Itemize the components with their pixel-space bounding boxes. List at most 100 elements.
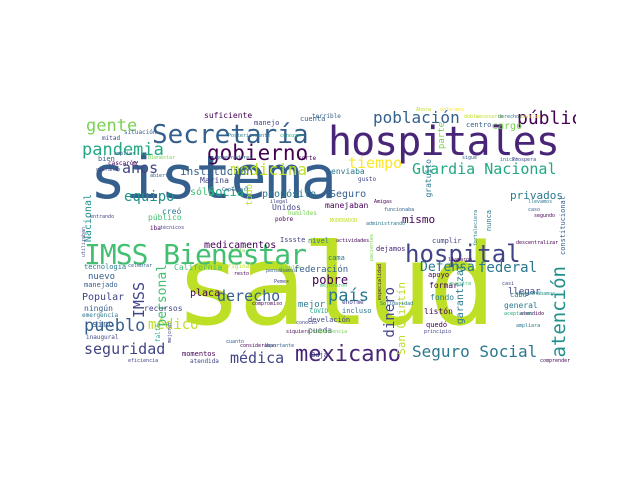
word-celebrar: celebrar bbox=[128, 263, 153, 269]
word-incluso: incluso bbox=[342, 307, 372, 315]
word-independencia: Independencia bbox=[308, 329, 348, 335]
word-manejado: manejado bbox=[84, 281, 118, 289]
word-constitucional: constitucional bbox=[559, 196, 567, 256]
word-consideraban: considerában bbox=[240, 343, 277, 349]
word-resto: resto bbox=[234, 271, 250, 277]
word-terrible: terrible bbox=[312, 113, 341, 120]
word-parte: parte bbox=[437, 122, 447, 150]
word-doble: doble bbox=[464, 114, 480, 120]
word-popular: Popular bbox=[82, 292, 125, 303]
word-nunca: nunca bbox=[485, 210, 493, 232]
word-caso: caso bbox=[528, 207, 541, 213]
word-nuevo: nuevo bbox=[88, 272, 116, 282]
word-mismo: mismo bbox=[402, 213, 436, 226]
word-corales: corales bbox=[520, 114, 542, 120]
word-conocio: conoció bbox=[296, 320, 318, 326]
word-mejorar: mejorar bbox=[167, 322, 173, 344]
word-falta: falta bbox=[230, 248, 246, 254]
word-inicio: inició bbox=[500, 157, 519, 163]
word-solo: sólo bbox=[190, 187, 215, 198]
word-eficiencia: eficiencia bbox=[128, 358, 159, 364]
word-momentos: momentos bbox=[182, 350, 216, 358]
word-formar: formar bbox=[429, 281, 458, 290]
word-gente: gente bbox=[86, 116, 138, 136]
word-tiempo: tiempo bbox=[348, 154, 403, 172]
word-moderador: MODERADOR bbox=[330, 218, 358, 224]
word-bienestar-small: Bienestar bbox=[148, 155, 176, 161]
word-situacion: situación bbox=[124, 129, 157, 136]
word-poblacion: población bbox=[373, 108, 460, 127]
word-comprender: comprender bbox=[540, 358, 571, 364]
word-cargo: cargo bbox=[492, 121, 523, 132]
word-medico: médico bbox=[148, 317, 199, 333]
word-derecho: derecho bbox=[217, 287, 281, 305]
word-enorme: enorme bbox=[342, 299, 364, 306]
word-prospera: Prospera bbox=[512, 157, 537, 163]
word-solidaridad: Solidaridad bbox=[380, 301, 414, 307]
word-descentralizar: descentralizar bbox=[516, 240, 559, 246]
word-gobernadores: gobernadores bbox=[216, 155, 253, 161]
word-publico: público bbox=[148, 213, 182, 222]
word-salud: salud bbox=[175, 221, 496, 351]
word-atencion: atención bbox=[548, 266, 570, 358]
word-cuanto: cuanto bbox=[226, 339, 245, 345]
word-general: general bbox=[504, 301, 538, 310]
word-mejor: mejor bbox=[298, 300, 326, 310]
word-proposito: propósito bbox=[262, 189, 317, 200]
word-imss-bienestar: IMSS Bienestar bbox=[84, 238, 307, 271]
word-cuenta: cuenta bbox=[300, 115, 326, 123]
word-cama: cama bbox=[328, 254, 345, 262]
word-seguridad: seguridad bbox=[84, 340, 166, 358]
word-pueda: pueda bbox=[308, 326, 333, 335]
word-social: Social bbox=[208, 185, 252, 199]
word-cascaron: cascarón bbox=[108, 160, 137, 167]
word-institucion: institución bbox=[180, 165, 253, 178]
word-mejoraron: mejoraron bbox=[320, 283, 348, 289]
word-unidos: Unidos bbox=[272, 203, 301, 212]
word-covid: COVID bbox=[310, 308, 329, 315]
word-publica: pública bbox=[517, 108, 576, 129]
word-pueblo: pueblo bbox=[84, 316, 146, 336]
word-centro: centro bbox=[466, 121, 492, 129]
word-ampliar: ampliar bbox=[114, 151, 136, 157]
word-baja: Baja bbox=[311, 351, 328, 359]
word-fortaleciera: fortaleciera bbox=[473, 210, 479, 247]
word-medica: médica bbox=[230, 349, 285, 367]
word-segundo: segundo bbox=[534, 213, 556, 219]
word-hospital: hospital bbox=[405, 240, 521, 268]
word-pobre-2: pobre bbox=[275, 216, 294, 223]
word-creo: creó bbox=[162, 207, 182, 216]
word-sino: sino bbox=[92, 320, 114, 330]
word-quedo: quedó bbox=[426, 321, 448, 329]
word-california: California bbox=[174, 263, 223, 272]
word-enviaba: enviaba bbox=[331, 167, 365, 176]
word-llegar: llegar bbox=[508, 287, 541, 297]
word-liston: listón bbox=[424, 307, 453, 316]
word-todo: todo bbox=[245, 184, 255, 206]
word-cloud: sistema salud hospitales Secretaría IMSS… bbox=[80, 104, 576, 371]
word-gobierno: gobierno bbox=[207, 141, 309, 165]
word-seguro-social: Seguro Social bbox=[412, 342, 538, 361]
word-actividades: actividades bbox=[336, 238, 370, 244]
word-necesaria: necesaria bbox=[476, 114, 504, 120]
word-mitad: mitad bbox=[102, 135, 121, 142]
word-ningun: ningún bbox=[84, 304, 113, 313]
word-humildes: humildes bbox=[288, 210, 317, 217]
word-sigue: sigue bbox=[462, 155, 478, 161]
word-iba: iba bbox=[150, 225, 161, 232]
word-garantizar: garantizar bbox=[455, 264, 466, 325]
word-original: original bbox=[224, 263, 253, 270]
word-amigas: Amigas bbox=[374, 199, 393, 205]
word-fondo: fondo bbox=[430, 293, 455, 302]
word-sospechabamos: sospechábamos bbox=[516, 291, 556, 297]
word-entrando: entrando bbox=[90, 214, 115, 220]
word-personal: personal bbox=[155, 264, 170, 327]
word-federacion: federación bbox=[294, 265, 349, 275]
word-bien: bien bbox=[98, 155, 115, 163]
word-suficiente: suficiente bbox=[204, 111, 253, 120]
word-placa: placa bbox=[190, 288, 221, 299]
word-pacientes: pacientes bbox=[369, 234, 375, 262]
word-ampliara: ampliara bbox=[516, 323, 541, 329]
word-coplamar: Coplamar bbox=[222, 187, 247, 193]
word-privados: privados bbox=[510, 189, 563, 202]
